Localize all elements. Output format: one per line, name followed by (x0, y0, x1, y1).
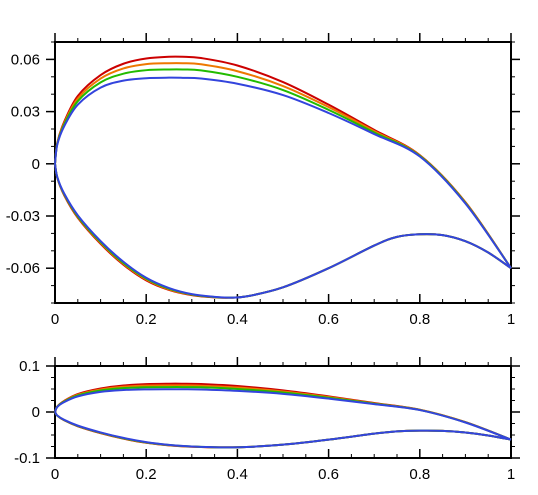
x-tick-label: 0.4 (227, 466, 248, 483)
series-1-lower-surface (54, 163, 512, 299)
y-tick-label: 0.1 (19, 358, 40, 375)
x-tick-label: 0.4 (227, 311, 248, 328)
x-axis-label: x (279, 492, 288, 495)
x-tick-label: 1 (507, 466, 515, 483)
y-tick-label: 0 (32, 404, 40, 421)
series-0-lower-surface (54, 411, 512, 449)
x-tick-label: 0.6 (318, 311, 339, 328)
x-tick-label: 0 (51, 466, 59, 483)
x-tick-label: 1 (507, 311, 515, 328)
series-1-lower-surface (54, 411, 512, 449)
y-tick-label: -0.1 (14, 450, 40, 467)
x-tick-label: 0.6 (318, 466, 339, 483)
y-tick-label: 0.03 (11, 104, 40, 121)
series-3-upper-surface (54, 388, 512, 441)
x-tick-label: 0.2 (136, 311, 157, 328)
series-1-upper-surface (54, 62, 512, 269)
top-panel: 0 0.2 0.4 0.6 0.8 1 0.06 0.03 0 -0.03 -0.06 (6, 33, 520, 328)
series-0-lower-surface (54, 163, 512, 299)
series-3-upper-surface (54, 76, 512, 269)
series-0-upper-surface (54, 55, 512, 269)
y-tick-label: 0.06 (11, 51, 40, 68)
x-tick-label: 0 (51, 311, 59, 328)
series-2-upper-surface (54, 68, 512, 269)
y-tick-label: -0.06 (6, 260, 40, 277)
series-2-lower-surface (54, 411, 512, 449)
bottom-panel: 0 0.2 0.4 0.6 0.8 1 0.1 0 -0.1 (14, 357, 520, 483)
series-3-lower-surface (54, 411, 512, 449)
series-2-lower-surface (54, 163, 512, 299)
x-tick-label: 0.8 (409, 311, 430, 328)
y-tick-label: 0 (32, 156, 40, 173)
series-3-lower-surface (54, 163, 512, 299)
x-tick-label: 0.8 (409, 466, 430, 483)
y-tick-label: -0.03 (6, 208, 40, 225)
x-tick-label: 0.2 (136, 466, 157, 483)
